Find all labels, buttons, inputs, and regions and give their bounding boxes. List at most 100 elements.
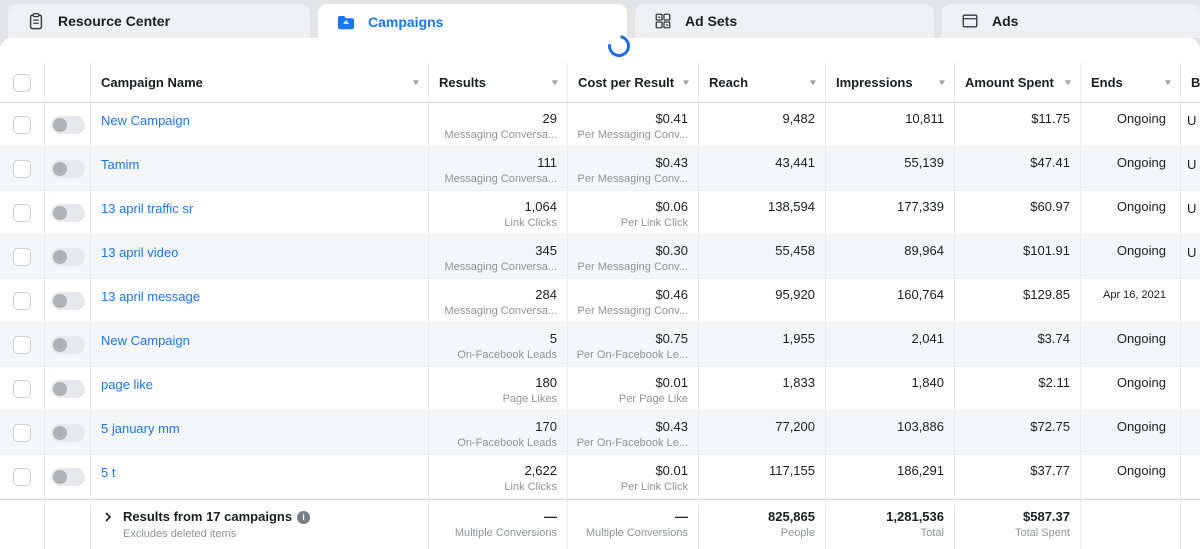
table-body: New Campaign 29 Messaging Conversa... $0.…: [0, 103, 1200, 499]
reach-value: 43,441: [775, 155, 815, 170]
cost-value: $0.30: [655, 243, 688, 258]
campaign-toggle[interactable]: [50, 423, 85, 442]
budget-value: U: [1187, 157, 1197, 172]
ends-value: Ongoing: [1116, 419, 1166, 434]
summary-note: Excludes deleted items: [123, 528, 237, 540]
reach-total: 825,865: [768, 509, 815, 524]
ends-value: Ongoing: [1116, 155, 1166, 170]
chevron-down-icon[interactable]: ▼: [1162, 78, 1174, 87]
column-header-campaign-name[interactable]: Campaign Name ▼: [90, 63, 428, 102]
results-value: 284: [535, 287, 557, 302]
spent-value: $3.74: [1037, 331, 1070, 346]
column-header-reach[interactable]: Reach ▼: [698, 63, 825, 102]
results-type: On-Facebook Leads: [457, 437, 557, 449]
column-header-ends[interactable]: Ends ▼: [1080, 63, 1180, 102]
campaign-toggle[interactable]: [50, 159, 85, 178]
campaign-toggle[interactable]: [50, 379, 85, 398]
cost-type: Per Link Click: [620, 217, 688, 229]
campaign-name-link[interactable]: 5 t: [101, 465, 116, 480]
impressions-value: 1,840: [911, 375, 944, 390]
row-checkbox[interactable]: [13, 379, 31, 398]
select-all-checkbox[interactable]: [13, 73, 31, 92]
tab-ad-sets[interactable]: Ad Sets: [635, 4, 934, 38]
row-checkbox[interactable]: [13, 335, 31, 354]
column-header-impressions[interactable]: Impressions ▼: [825, 63, 954, 102]
cost-type: Per On-Facebook Le...: [576, 437, 688, 449]
table-row: page like 180 Page Likes $0.01 Per Page Li…: [0, 367, 1200, 411]
impressions-value: 160,764: [897, 287, 944, 302]
row-checkbox[interactable]: [13, 115, 31, 134]
results-value: 2,622: [524, 463, 557, 478]
table-header: Campaign Name ▼ Results ▼ Cost per Result ▼…: [0, 63, 1200, 103]
campaign-name-link[interactable]: New Campaign: [101, 333, 190, 348]
results-total: —: [544, 509, 557, 524]
table-row: New Campaign 5 On-Facebook Leads $0.75 Per…: [0, 323, 1200, 367]
table-row: New Campaign 29 Messaging Conversa... $0.…: [0, 103, 1200, 147]
tab-ads[interactable]: Ads: [942, 4, 1200, 38]
campaign-name-link[interactable]: page like: [101, 377, 154, 392]
campaign-toggle[interactable]: [50, 115, 85, 134]
campaign-toggle[interactable]: [50, 203, 85, 222]
spent-value: $101.91: [1023, 243, 1070, 258]
campaign-name-link[interactable]: 13 april video: [101, 245, 179, 260]
results-type: Page Likes: [502, 393, 557, 405]
campaign-name-link[interactable]: New Campaign: [101, 113, 190, 128]
row-checkbox[interactable]: [13, 423, 31, 442]
impressions-value: 10,811: [905, 111, 944, 126]
table-row: 5 january mm 170 On-Facebook Leads $0.43 P…: [0, 411, 1200, 455]
column-header-results[interactable]: Results ▼: [428, 63, 567, 102]
campaign-name-link[interactable]: 13 april message: [101, 289, 200, 304]
column-header-budget[interactable]: B: [1180, 63, 1200, 102]
table-row: Tamim 111 Messaging Conversa... $0.43 Per …: [0, 147, 1200, 191]
tab-campaigns[interactable]: Campaigns: [318, 4, 627, 40]
spent-value: $11.75: [1031, 111, 1070, 126]
summary-title: Results from 17 campaigns: [123, 509, 293, 524]
results-type: On-Facebook Leads: [457, 349, 557, 361]
budget-value: U: [1187, 245, 1197, 260]
toggle-column-header: [44, 63, 90, 102]
spent-total: $587.37: [1023, 509, 1070, 524]
row-checkbox[interactable]: [13, 159, 31, 178]
row-checkbox[interactable]: [13, 203, 31, 222]
results-type: Link Clicks: [504, 217, 557, 229]
row-checkbox[interactable]: [13, 467, 31, 486]
results-type: Messaging Conversa...: [444, 173, 558, 185]
chevron-down-icon[interactable]: ▼: [1062, 78, 1074, 87]
campaign-toggle[interactable]: [50, 467, 85, 486]
campaign-name-link[interactable]: 13 april traffic sr: [101, 201, 194, 216]
row-checkbox[interactable]: [13, 291, 31, 310]
cost-type: Per Messaging Conv...: [577, 173, 688, 185]
tab-resource-center[interactable]: Resource Center: [8, 4, 310, 38]
results-value: 170: [535, 419, 557, 434]
results-value: 180: [535, 375, 557, 390]
expand-chevron-icon[interactable]: [103, 510, 113, 549]
ends-value: Apr 16, 2021: [1103, 289, 1166, 301]
campaign-toggle[interactable]: [50, 247, 85, 266]
chevron-down-icon[interactable]: ▼: [807, 78, 819, 87]
chevron-down-icon[interactable]: ▼: [410, 78, 422, 87]
campaign-name-link[interactable]: Tamim: [101, 157, 140, 172]
chevron-down-icon[interactable]: ▼: [680, 78, 692, 87]
reach-value: 77,200: [775, 419, 815, 434]
campaign-name-link[interactable]: 5 january mm: [101, 421, 180, 436]
tab-label: Ad Sets: [685, 13, 738, 29]
impressions-total: 1,281,536: [886, 509, 944, 524]
chevron-down-icon[interactable]: ▼: [549, 78, 561, 87]
reach-value: 138,594: [768, 199, 815, 214]
spent-value: $37.77: [1030, 463, 1070, 478]
row-checkbox[interactable]: [13, 247, 31, 266]
campaigns-folder-icon: [336, 12, 356, 32]
campaign-toggle[interactable]: [50, 291, 85, 310]
table-row: 13 april message 284 Messaging Conversa..…: [0, 279, 1200, 323]
campaign-toggle[interactable]: [50, 335, 85, 354]
budget-value: U: [1187, 201, 1197, 216]
cost-type: Per Page Like: [618, 393, 688, 405]
results-type: Link Clicks: [504, 481, 557, 493]
info-icon[interactable]: i: [297, 511, 311, 524]
column-header-cost-per-result[interactable]: Cost per Result ▼: [567, 63, 698, 102]
ends-value: Ongoing: [1116, 199, 1166, 214]
clipboard-icon: [26, 11, 46, 31]
column-header-amount-spent[interactable]: Amount Spent ▼: [954, 63, 1080, 102]
chevron-down-icon[interactable]: ▼: [936, 78, 948, 87]
spent-value: $129.85: [1023, 287, 1070, 302]
